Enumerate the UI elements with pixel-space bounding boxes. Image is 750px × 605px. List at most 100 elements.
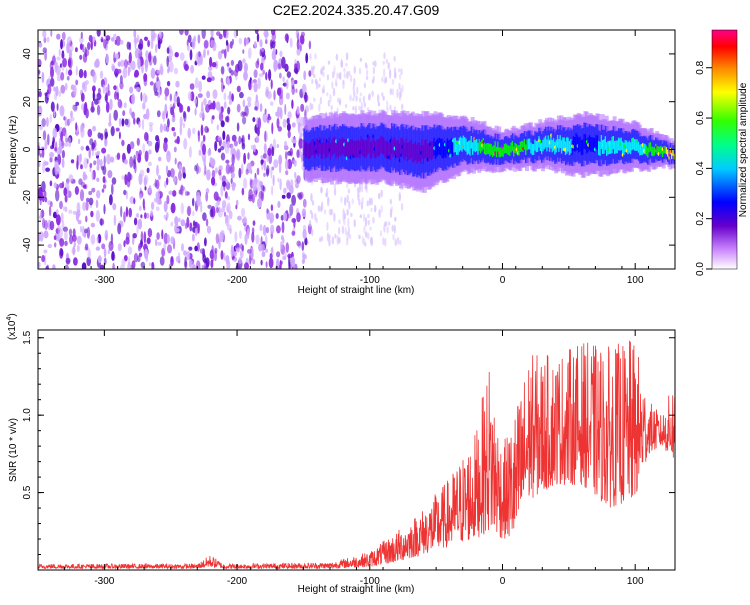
noise-blob xyxy=(362,95,366,103)
noise-blob xyxy=(124,118,129,126)
noise-blob xyxy=(268,69,272,81)
noise-blob xyxy=(226,62,230,67)
noise-blob xyxy=(314,212,317,221)
noise-blob xyxy=(145,212,150,219)
noise-blob xyxy=(223,30,227,38)
noise-blob xyxy=(364,216,368,227)
noise-blob xyxy=(236,85,241,93)
noise-blob xyxy=(172,190,177,197)
noise-blob xyxy=(334,78,338,86)
noise-blob xyxy=(224,191,228,199)
noise-blob xyxy=(170,202,176,214)
noise-blob xyxy=(364,242,367,247)
noise-blob xyxy=(336,235,339,245)
noise-blob xyxy=(178,217,181,223)
noise-blob xyxy=(211,169,216,179)
noise-blob xyxy=(393,224,396,234)
noise-blob xyxy=(311,212,314,220)
noise-blob xyxy=(210,30,214,38)
noise-blob xyxy=(277,63,281,70)
noise-blob xyxy=(360,201,364,210)
noise-blob xyxy=(43,230,49,239)
noise-blob xyxy=(96,92,102,101)
noise-blob xyxy=(127,66,130,77)
noise-blob xyxy=(54,147,57,152)
noise-blob xyxy=(320,186,323,194)
noise-blob xyxy=(347,217,350,228)
snr-ylabel: SNR (10 * v/v) xyxy=(8,418,19,482)
noise-blob xyxy=(95,199,99,209)
noise-blob xyxy=(243,37,247,47)
noise-blob xyxy=(235,148,241,161)
noise-blob xyxy=(128,51,132,64)
noise-blob xyxy=(279,259,282,269)
noise-blob xyxy=(38,59,42,68)
noise-blob xyxy=(145,50,149,60)
noise-blob xyxy=(320,236,324,242)
noise-blob xyxy=(201,75,206,80)
noise-blob xyxy=(277,200,281,209)
noise-blob xyxy=(283,212,288,221)
noise-blob xyxy=(129,60,132,73)
noise-blob xyxy=(398,74,402,80)
noise-blob xyxy=(116,152,121,160)
noise-blob xyxy=(242,99,246,108)
noise-blob xyxy=(264,234,268,246)
noise-blob xyxy=(44,161,49,166)
noise-blob xyxy=(180,184,184,196)
noise-blob xyxy=(39,211,43,218)
noise-blob xyxy=(399,239,402,246)
noise-blob xyxy=(135,86,140,92)
noise-blob xyxy=(238,135,242,145)
noise-blob xyxy=(133,154,137,165)
noise-blob xyxy=(305,105,309,113)
noise-blob xyxy=(54,242,57,248)
noise-blob xyxy=(270,79,273,90)
noise-blob xyxy=(205,218,209,227)
noise-blob xyxy=(273,159,279,169)
noise-blob xyxy=(190,64,195,74)
noise-blob xyxy=(38,189,44,201)
noise-blob xyxy=(74,186,79,195)
noise-blob xyxy=(268,257,274,269)
noise-blob xyxy=(256,179,262,192)
noise-blob xyxy=(361,196,364,204)
noise-blob xyxy=(53,86,56,92)
noise-blob xyxy=(195,163,199,175)
noise-blob xyxy=(58,48,61,57)
noise-blob xyxy=(225,163,231,175)
noise-blob xyxy=(202,134,206,142)
noise-blob xyxy=(215,101,221,111)
noise-blob xyxy=(252,117,256,123)
noise-blob xyxy=(343,67,346,73)
noise-blob xyxy=(69,43,74,52)
noise-blob xyxy=(92,89,95,102)
noise-blob xyxy=(256,33,260,43)
noise-blob xyxy=(96,235,99,244)
snr-marks xyxy=(38,340,675,570)
noise-blob xyxy=(186,216,190,228)
noise-blob xyxy=(104,229,109,241)
noise-blob xyxy=(133,252,139,263)
noise-blob xyxy=(296,149,300,158)
noise-blob xyxy=(84,49,90,57)
noise-blob xyxy=(358,234,361,240)
noise-blob xyxy=(173,146,177,153)
noise-blob xyxy=(111,251,115,261)
noise-blob xyxy=(180,219,186,227)
noise-blob xyxy=(96,164,100,171)
noise-blob xyxy=(289,203,294,216)
noise-blob xyxy=(39,153,42,158)
noise-blob xyxy=(344,227,347,235)
noise-blob xyxy=(80,126,85,138)
noise-blob xyxy=(370,237,374,247)
noise-blob xyxy=(307,223,312,235)
noise-blob xyxy=(136,213,139,218)
noise-blob xyxy=(100,218,103,226)
noise-blob xyxy=(124,174,128,186)
noise-blob xyxy=(66,36,72,45)
noise-blob xyxy=(230,59,235,66)
noise-blob xyxy=(157,39,161,50)
noise-blob xyxy=(155,78,161,90)
noise-blob xyxy=(249,163,252,170)
